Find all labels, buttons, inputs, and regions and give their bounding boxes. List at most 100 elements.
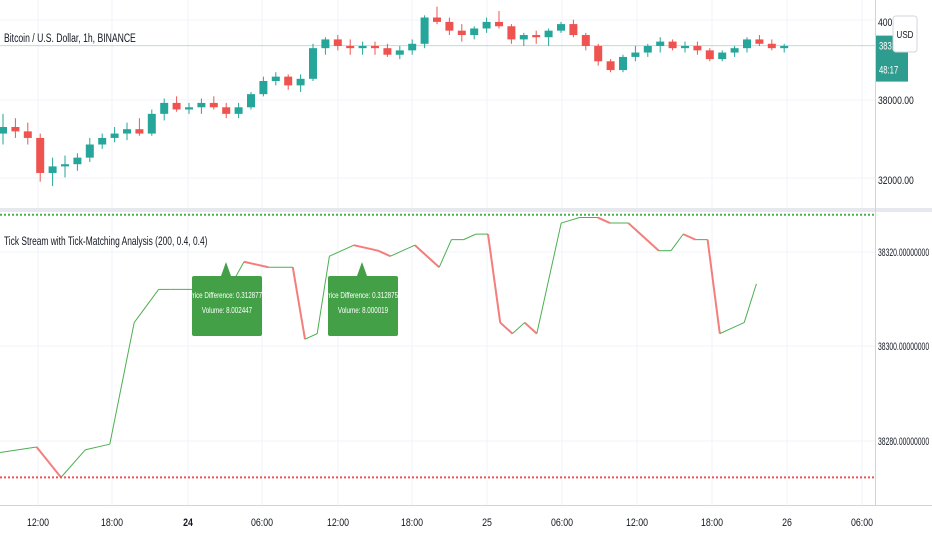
candle-body — [61, 164, 69, 167]
candle-body — [668, 41, 677, 49]
tick-segment — [536, 222, 562, 334]
candle-body — [234, 107, 243, 114]
tick-segment — [377, 249, 391, 258]
candle-body — [755, 39, 764, 44]
candle-body — [581, 35, 590, 46]
candle-body — [321, 39, 330, 49]
candle-body — [445, 21, 454, 31]
tick-segment — [109, 322, 135, 445]
candle-body — [48, 166, 57, 173]
candle-body — [147, 113, 156, 134]
candle-body — [358, 45, 367, 49]
annotation-box — [192, 276, 262, 336]
time-tick-label: 06:00 — [251, 517, 273, 529]
candle-body — [395, 50, 404, 55]
annotation-line2: Volume: 8.002447 — [202, 306, 252, 315]
time-tick-label: 12:00 — [27, 517, 49, 529]
tick-segment — [0, 446, 37, 453]
indicator-title: Tick Stream with Tick-Matching Analysis … — [4, 236, 207, 249]
currency-button[interactable]: USD — [892, 15, 918, 53]
time-tick-label: 18:00 — [401, 517, 423, 529]
time-tick-label: 18:00 — [701, 517, 723, 529]
candle-body — [557, 24, 565, 31]
tick-stream-series — [0, 213, 875, 479]
candle-body — [296, 78, 305, 86]
tick-segment — [463, 233, 477, 241]
candle-body — [631, 52, 640, 57]
candle-body — [433, 17, 441, 22]
candle-body — [544, 30, 553, 38]
time-day-label: 25 — [482, 517, 492, 529]
tick-segment — [304, 333, 318, 340]
candle-body — [23, 131, 32, 138]
candle-body — [408, 43, 417, 51]
candle-body — [532, 35, 541, 38]
candle-body — [36, 137, 45, 173]
grid — [0, 0, 875, 505]
candle-body — [569, 24, 578, 36]
candle-body — [767, 43, 776, 49]
time-tick-label: 06:00 — [851, 517, 873, 529]
tick-segment — [523, 321, 538, 335]
annotation-line1: Price Difference: 0.3128776 — [188, 291, 265, 300]
candle-body — [222, 107, 231, 114]
candle-body — [705, 50, 714, 60]
candle-body — [98, 137, 107, 145]
indicator-tick-label: 38320.00000000 — [878, 246, 929, 258]
tick-segment — [670, 233, 684, 251]
tick-segment — [706, 239, 721, 334]
candle-body — [780, 45, 789, 49]
candle-body — [259, 81, 268, 95]
tick-segment — [731, 322, 745, 329]
tick-segment — [402, 244, 416, 252]
tick-segment — [627, 222, 660, 252]
tick-segment — [316, 256, 330, 334]
candle-body — [346, 45, 355, 49]
countdown-label: 48:17 — [879, 64, 898, 77]
annotation-layer: Price Difference: 0.3128776 Volume: 8.002… — [188, 262, 402, 336]
candle-body — [247, 94, 255, 108]
time-tick-label: 12:00 — [327, 517, 349, 529]
candle-body — [185, 107, 193, 110]
candle-body — [457, 30, 466, 36]
candle-body — [383, 48, 392, 55]
candle-body — [693, 45, 702, 51]
tick-segment — [512, 322, 525, 334]
currency-button-label: USD — [897, 29, 914, 40]
time-tick-label: 12:00 — [626, 517, 648, 529]
candle-body — [197, 102, 206, 108]
candle-body — [730, 48, 739, 53]
tick-segment — [719, 327, 733, 335]
candle-body — [271, 76, 280, 82]
candle-body — [743, 39, 751, 49]
tick-segment — [561, 217, 580, 224]
tick-segment — [438, 239, 452, 268]
time-tick-label: 06:00 — [551, 517, 573, 529]
axis-layer: 40000.0038000.0032000.0038320.0000000038… — [0, 0, 932, 529]
candle-body — [284, 76, 293, 86]
candle-body — [470, 28, 479, 36]
annotation-line2: Volume: 8.000019 — [338, 306, 388, 315]
annotation-box — [328, 276, 398, 336]
indicator-tick-label: 38300.00000000 — [878, 340, 929, 352]
candle-body — [519, 35, 528, 40]
currency-button-bg — [892, 15, 918, 53]
symbol-title: Bitcoin / U.S. Dollar, 1h, BINANCE — [4, 33, 136, 46]
tick-segment — [291, 267, 306, 340]
time-day-label: 24 — [183, 517, 193, 529]
candle-body — [656, 41, 665, 46]
candle-body — [110, 133, 119, 138]
candle-body — [209, 102, 218, 108]
candle-body — [309, 48, 317, 79]
candle-body — [643, 45, 652, 53]
candle-series — [0, 6, 875, 187]
tick-segment — [133, 289, 160, 323]
candle-body — [160, 102, 169, 114]
time-day-label: 26 — [782, 517, 792, 529]
tick-segment — [499, 321, 514, 335]
tick-segment — [597, 216, 611, 224]
annotation-pointer — [221, 262, 231, 276]
indicator-tick-label: 38280.00000000 — [878, 435, 929, 447]
